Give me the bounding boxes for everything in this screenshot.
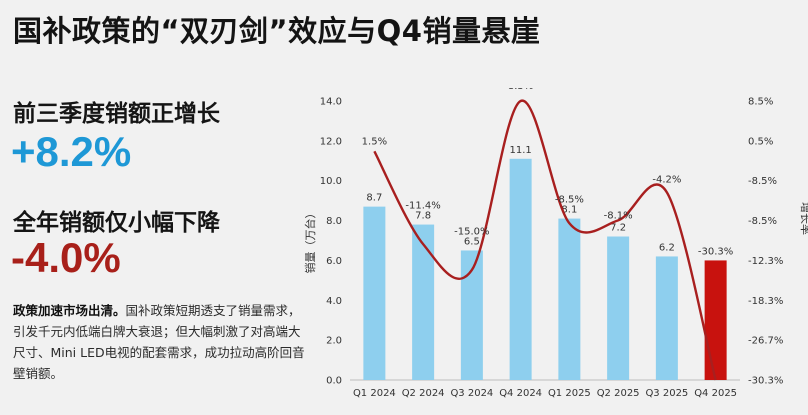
growth-line (373, 99, 717, 381)
bar-value-label: 8.1 (561, 205, 577, 216)
bar (655, 256, 678, 380)
kpi-value-growth: +8.2% (11, 128, 132, 175)
y2-tick-label: -12.3% (748, 256, 783, 267)
y-tick-label: 6.0 (326, 256, 342, 267)
policy-note-lead: 政策加速市场出清。 (13, 303, 126, 318)
x-tick-label: Q2 2024 (402, 388, 445, 399)
growth-value-label: -11.4% (405, 201, 440, 212)
bar (607, 236, 630, 380)
y2-tick-label: -30.3% (748, 376, 783, 387)
x-tick-label: Q2 2025 (597, 388, 640, 399)
y-tick-label: 2.0 (326, 336, 342, 347)
growth-value-label: -8.1% (604, 210, 633, 221)
sales-growth-chart: 0.0 2.0 4.0 6.0 8.0 10.0 12.0 14.0 8.5% 0.5% -8.5%… (303, 88, 808, 399)
bar (363, 206, 386, 380)
y-tick-label: 4.0 (326, 296, 342, 307)
y-tick-label: 12.0 (320, 136, 342, 147)
y-tick-label: 0.0 (326, 376, 342, 387)
x-tick-label: Q3 2025 (645, 388, 688, 399)
kpi-label-decline: 全年销额仅小幅下降 (13, 210, 220, 236)
bar (460, 250, 483, 380)
x-tick-label: Q4 2025 (694, 388, 737, 399)
kpi-label-growth: 前三季度销额正增长 (13, 101, 220, 127)
y2-tick-label: 0.5% (748, 136, 773, 147)
y2-tick-label: -18.3% (748, 296, 783, 307)
x-tick-label: Q1 2025 (548, 388, 591, 399)
y-tick-label: 14.0 (320, 97, 342, 108)
y2-tick-label: -26.7% (748, 336, 783, 347)
bar-value-label: 11.1 (509, 145, 531, 156)
bar (509, 158, 532, 380)
x-tick-label: Q4 2024 (499, 388, 542, 399)
y2-tick-label: 8.5% (748, 97, 773, 108)
x-tick-label: Q3 2024 (450, 388, 493, 399)
bar-value-label: 6.2 (659, 242, 675, 253)
y-axis-title: 销量（万台） (303, 208, 317, 274)
page-title: 国补政策的“双刃剑”效应与Q4销量悬崖 (13, 14, 541, 48)
y-tick-label: 10.0 (320, 176, 342, 187)
y2-tick-label: -8.5% (748, 176, 777, 187)
y2-axis-title: 增长率 (799, 202, 808, 235)
y-tick-label: 8.0 (326, 216, 342, 227)
bar-highlight (704, 260, 727, 380)
growth-value-label: -4.2% (652, 174, 681, 185)
policy-note-body: 国补政策短期透支了销量需求，引发千元内低端白牌大衰退；但大幅刺激了对高端大尺寸、… (13, 303, 305, 381)
policy-note: 政策加速市场出清。国补政策短期透支了销量需求，引发千元内低端白牌大衰退；但大幅刺… (13, 300, 305, 384)
kpi-value-decline: -4.0% (11, 234, 121, 281)
y2-tick-label: -8.5% (748, 216, 777, 227)
bar-value-label: 8.7 (366, 193, 382, 204)
x-tick-label: Q1 2024 (353, 388, 396, 399)
growth-value-label: -15.0% (454, 226, 489, 237)
growth-value-label: 1.5% (362, 136, 387, 147)
growth-value-label: 8.5% (508, 88, 533, 92)
bar (558, 218, 581, 380)
bar-value-label: 7.8 (415, 211, 431, 222)
growth-value-label: -30.3% (698, 246, 733, 257)
bar-value-label: 7.2 (610, 223, 626, 234)
growth-value-label: -8.5% (555, 195, 584, 206)
bar (412, 224, 435, 380)
bar-value-label: 6.5 (464, 236, 480, 247)
